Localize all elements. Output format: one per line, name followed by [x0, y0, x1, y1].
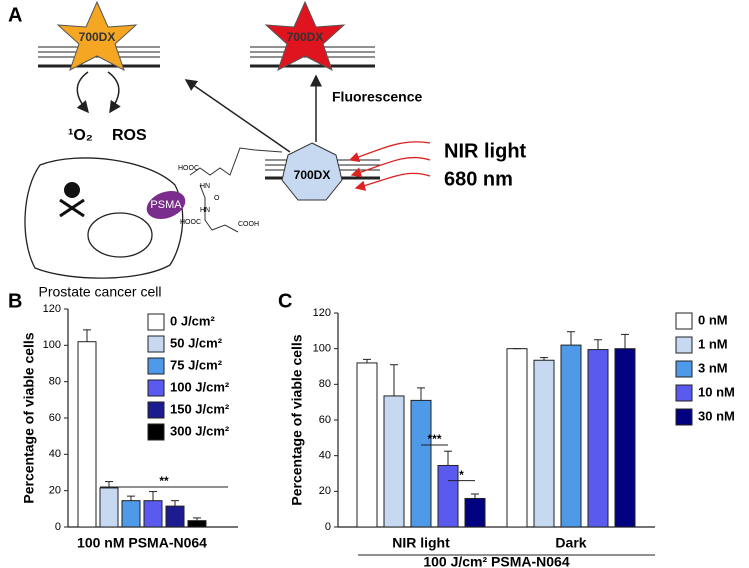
y-axis-label: Percentage of viable cells — [289, 334, 305, 505]
star-label: 700DX — [79, 30, 116, 44]
bar — [165, 505, 185, 528]
legend-label: 100 J/cm² — [170, 379, 230, 394]
chem-label: COOH — [238, 221, 259, 228]
y-tick-label: 40 — [319, 450, 331, 462]
panel-label: B — [8, 290, 22, 312]
legend-swatch — [675, 360, 693, 378]
bar — [143, 500, 163, 528]
legend-swatch — [675, 312, 693, 330]
receptor-label: PSMA — [150, 199, 182, 211]
legend-swatch — [147, 379, 165, 397]
bar — [121, 500, 141, 528]
legend-swatch — [147, 357, 165, 375]
chem-label: O — [214, 195, 220, 202]
star-label: 700DX — [287, 30, 324, 44]
x-tick-label: 100 nM PSMA-N064 — [77, 535, 207, 551]
bar — [99, 487, 119, 528]
chem-label: HOOC — [180, 219, 201, 226]
arrow — [107, 71, 121, 114]
x-tick-label: NIR light — [392, 535, 450, 551]
bar — [383, 395, 405, 528]
legend-label: 10 nM — [698, 384, 735, 399]
legend-swatch — [675, 384, 693, 402]
legend-swatch — [675, 408, 693, 426]
legend-label: 3 nM — [698, 360, 728, 375]
legend-label: 150 J/cm² — [170, 401, 230, 416]
chem-label: HN — [200, 207, 210, 214]
bar — [187, 520, 207, 528]
x-tick-label: Dark — [555, 535, 586, 551]
legend-swatch — [147, 401, 165, 419]
y-tick-label: 0 — [325, 521, 331, 533]
panel-label: A — [8, 4, 22, 26]
light-arrows — [348, 141, 431, 191]
legend-label: 75 J/cm² — [170, 357, 223, 372]
legend-label: 30 nM — [698, 408, 735, 423]
arrow — [76, 71, 89, 114]
conjugate-label: 700DX — [294, 168, 331, 182]
legend-swatch — [147, 335, 165, 353]
nucleus — [87, 212, 153, 258]
arrow — [184, 79, 291, 153]
chem-label: HN — [200, 183, 210, 190]
y-axis-label: Percentage of viable cells — [21, 332, 37, 503]
dye-star — [56, 0, 138, 72]
significance-label: *** — [427, 432, 441, 446]
legend-label: 0 J/cm² — [170, 313, 215, 328]
dye-star — [264, 0, 346, 72]
receptor — [146, 190, 186, 220]
chem-label: HOOC — [178, 165, 199, 172]
bar — [464, 497, 486, 528]
linker — [189, 147, 283, 233]
y-tick-label: 60 — [49, 412, 61, 424]
legend-swatch — [147, 313, 165, 331]
x-axis-label: 100 J/cm² PSMA-N064 — [423, 554, 570, 568]
bar — [533, 359, 555, 528]
legend-swatch — [675, 336, 693, 354]
bar — [77, 341, 97, 528]
conjugate — [281, 142, 343, 201]
legend-label: 300 J/cm² — [170, 423, 230, 438]
legend-label: 1 nM — [698, 336, 728, 351]
bar — [506, 348, 528, 528]
bar — [437, 464, 459, 528]
bar — [560, 344, 582, 528]
light-label: NIR light — [444, 140, 527, 162]
y-tick-label: 120 — [313, 307, 331, 319]
bar — [410, 399, 432, 528]
legend-swatch — [147, 423, 165, 441]
y-tick-label: 80 — [49, 376, 61, 388]
y-tick-label: 80 — [319, 378, 331, 390]
y-tick-label: 120 — [43, 303, 61, 315]
species: ¹O₂ — [68, 127, 93, 144]
fluorescence-label: Fluorescence — [332, 89, 422, 105]
y-tick-label: 60 — [319, 414, 331, 426]
y-tick-label: 0 — [55, 521, 61, 533]
legend-label: 50 J/cm² — [170, 335, 223, 350]
panel-label: C — [278, 290, 292, 312]
y-tick-label: 20 — [49, 485, 61, 497]
skull-icon — [59, 182, 85, 218]
species: ROS — [112, 127, 147, 144]
y-tick-label: 20 — [319, 485, 331, 497]
bar — [587, 349, 609, 528]
cell-label: Prostate cancer cell — [39, 284, 162, 300]
y-tick-label: 40 — [49, 448, 61, 460]
light-label: 680 nm — [444, 168, 513, 190]
bar — [614, 348, 636, 528]
significance-label: ** — [159, 474, 169, 488]
significance-label: * — [459, 468, 464, 482]
legend-label: 0 nM — [698, 312, 728, 327]
y-tick-label: 100 — [43, 339, 61, 351]
y-tick-label: 100 — [313, 343, 331, 355]
bar — [356, 362, 378, 528]
